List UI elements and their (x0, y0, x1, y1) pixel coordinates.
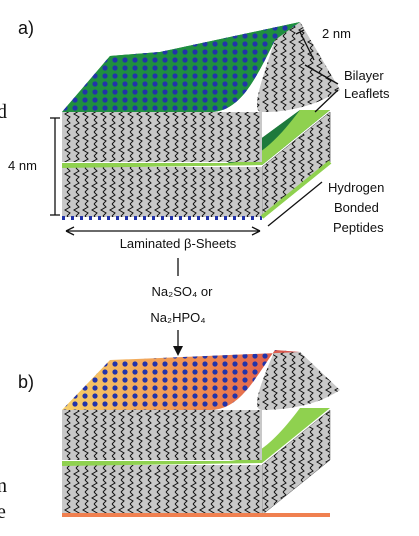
panel-label: b) (18, 372, 34, 392)
label: Laminated β-Sheets (120, 236, 237, 251)
label: Leaflets (344, 86, 390, 101)
label: Hydrogen (328, 180, 384, 195)
label: Na₂SO₄ or (152, 284, 214, 299)
label: 2 nm (322, 26, 351, 41)
bilayer-stack-b (62, 350, 340, 515)
panel-label: a) (18, 18, 34, 38)
label: 4 nm (8, 158, 37, 173)
diagram: a) b) 2 nm Bilayer Leaflets 4 nm Hydroge… (0, 0, 419, 536)
arrow-head (173, 346, 183, 356)
margin-text: d (0, 101, 7, 123)
margin-text: e (0, 501, 6, 523)
label: Bonded (334, 200, 379, 215)
label: Bilayer (344, 68, 384, 83)
label: Peptides (333, 220, 384, 235)
margin-text: n (0, 475, 7, 497)
label: Na₂HPO₄ (150, 310, 205, 325)
